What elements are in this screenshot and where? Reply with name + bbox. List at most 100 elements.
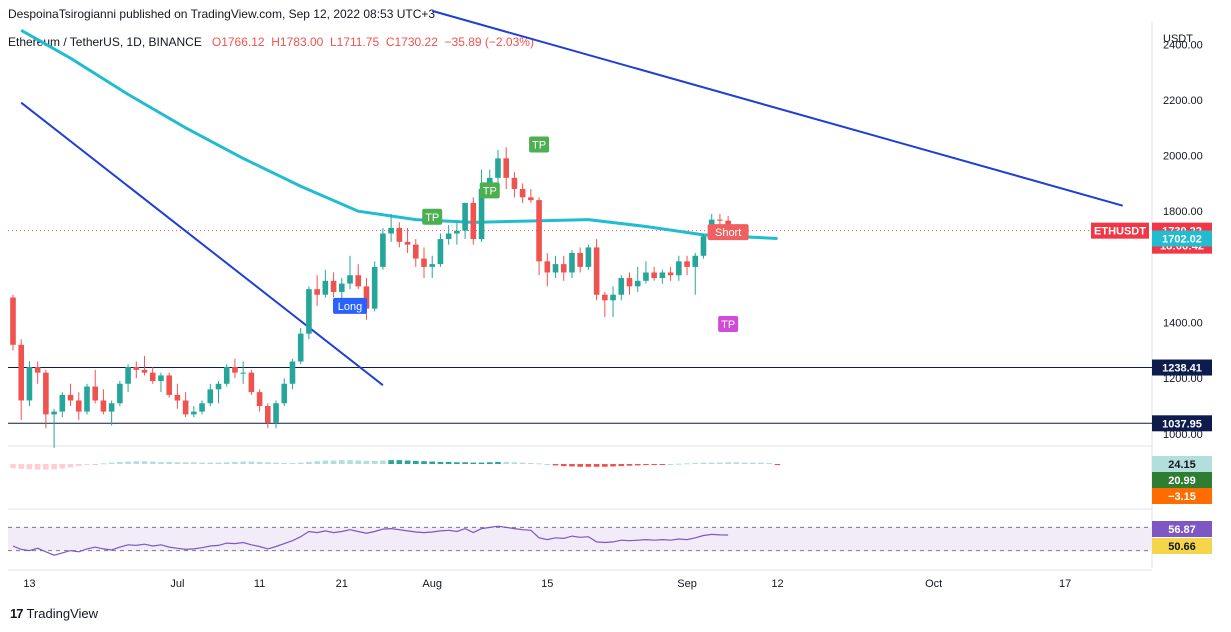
candle-body — [75, 400, 82, 412]
candle-body — [544, 261, 551, 273]
y-tick-label: 1200.00 — [1163, 373, 1203, 385]
macd-bar — [651, 464, 657, 465]
macd-axis-label: 20.99 — [1168, 475, 1196, 487]
macd-bar — [478, 462, 485, 464]
macd-bar — [486, 462, 493, 464]
macd-bar — [256, 461, 263, 464]
rsi-axis-label-bg — [1152, 521, 1212, 537]
macd-bar — [643, 464, 649, 466]
macd-bar — [248, 461, 255, 464]
candle-body — [223, 367, 230, 384]
candle-body — [67, 394, 74, 401]
y-tick-label: 2000.00 — [1163, 151, 1203, 163]
candle-body — [84, 386, 90, 412]
candle-body — [174, 394, 181, 401]
macd-bar — [437, 461, 444, 464]
macd-axis-label-bg — [1152, 488, 1212, 504]
candle-body — [593, 247, 600, 295]
macd-bar — [717, 462, 723, 464]
macd-bar — [100, 463, 107, 465]
candle-body — [610, 294, 616, 301]
macd-bar — [26, 464, 33, 470]
candle-body — [51, 411, 57, 415]
candle-body — [232, 367, 238, 373]
descending-trendline-upper — [431, 9, 1123, 207]
macd-bar — [92, 464, 98, 465]
candle-body — [602, 294, 608, 301]
x-tick-label: 17 — [1059, 578, 1071, 590]
macd-bar — [626, 464, 633, 466]
candle-body — [560, 264, 567, 273]
candle-body — [684, 261, 690, 267]
ohlc-high: H1783.00 — [271, 35, 324, 49]
signal-label-long — [333, 297, 368, 314]
candle-body — [363, 286, 370, 309]
macd-bar — [158, 461, 164, 464]
footer: 17 TradingView — [10, 606, 98, 621]
macd-bar — [593, 464, 600, 467]
candle-body — [182, 400, 189, 415]
signal-label-short — [707, 224, 749, 241]
macd-bar — [314, 461, 320, 464]
macd-bar — [265, 462, 271, 464]
candle-body — [125, 367, 131, 384]
x-tick-label: 12 — [771, 578, 783, 590]
candle-body — [421, 258, 427, 267]
candle-body — [34, 367, 41, 373]
candle-body — [330, 280, 337, 292]
candle-body — [577, 252, 583, 267]
symbol-name[interactable]: Ethereum / TetherUS, 1D, BINANCE — [8, 35, 202, 49]
macd-bar — [281, 462, 288, 464]
x-tick-label: 13 — [23, 578, 35, 590]
candle-body — [429, 264, 436, 267]
macd-bar — [741, 462, 748, 464]
candle-body — [585, 247, 592, 267]
candle-body — [717, 219, 723, 221]
y-tick-label: 1400.00 — [1163, 318, 1203, 330]
rsi-axis-label: 56.87 — [1168, 524, 1196, 536]
macd-bar — [84, 464, 90, 466]
candle-body — [511, 177, 518, 189]
signal-label-tp — [529, 136, 550, 153]
ohlc-open: O1766.12 — [211, 35, 265, 49]
macd-bar — [519, 462, 526, 464]
x-tick-label: 21 — [336, 578, 348, 590]
x-tick-label: Aug — [422, 578, 442, 590]
candle-body — [700, 236, 707, 256]
candle-body — [59, 394, 66, 412]
candle-body — [100, 400, 107, 412]
macd-bar — [577, 464, 583, 467]
macd-bar — [470, 462, 477, 464]
macd-bar — [684, 463, 690, 465]
candle-body — [18, 344, 25, 401]
candle-body — [149, 372, 156, 381]
macd-bar — [758, 462, 764, 464]
rsi-line — [12, 525, 729, 556]
ohlc-low: L1711.75 — [329, 35, 380, 49]
macd-bar — [182, 462, 189, 464]
brand-name: TradingView — [26, 606, 99, 621]
signal-label-tp — [422, 208, 443, 225]
signal-label-tp — [479, 182, 500, 199]
moving-average-line — [20, 28, 778, 240]
macd-bar — [454, 462, 460, 464]
macd-bar — [676, 463, 682, 465]
candle-body — [347, 275, 353, 284]
x-tick-label: Oct — [925, 578, 942, 590]
x-tick-label: Sep — [677, 578, 697, 590]
x-tick-label: 11 — [254, 578, 265, 590]
macd-axis-label-bg — [1152, 472, 1212, 488]
candle-body — [248, 372, 255, 393]
candle-body — [626, 278, 633, 287]
macd-bar — [355, 460, 362, 464]
macd-bar — [330, 460, 337, 464]
price-axis-label-bg — [1152, 359, 1212, 376]
macd-bar — [289, 462, 296, 464]
macd-axis-label-bg — [1152, 456, 1212, 472]
candle-body — [108, 403, 115, 412]
price-axis-label-bg — [1152, 415, 1212, 432]
candle-body — [618, 278, 625, 295]
candle-body — [380, 233, 386, 267]
macd-bar — [700, 462, 707, 464]
